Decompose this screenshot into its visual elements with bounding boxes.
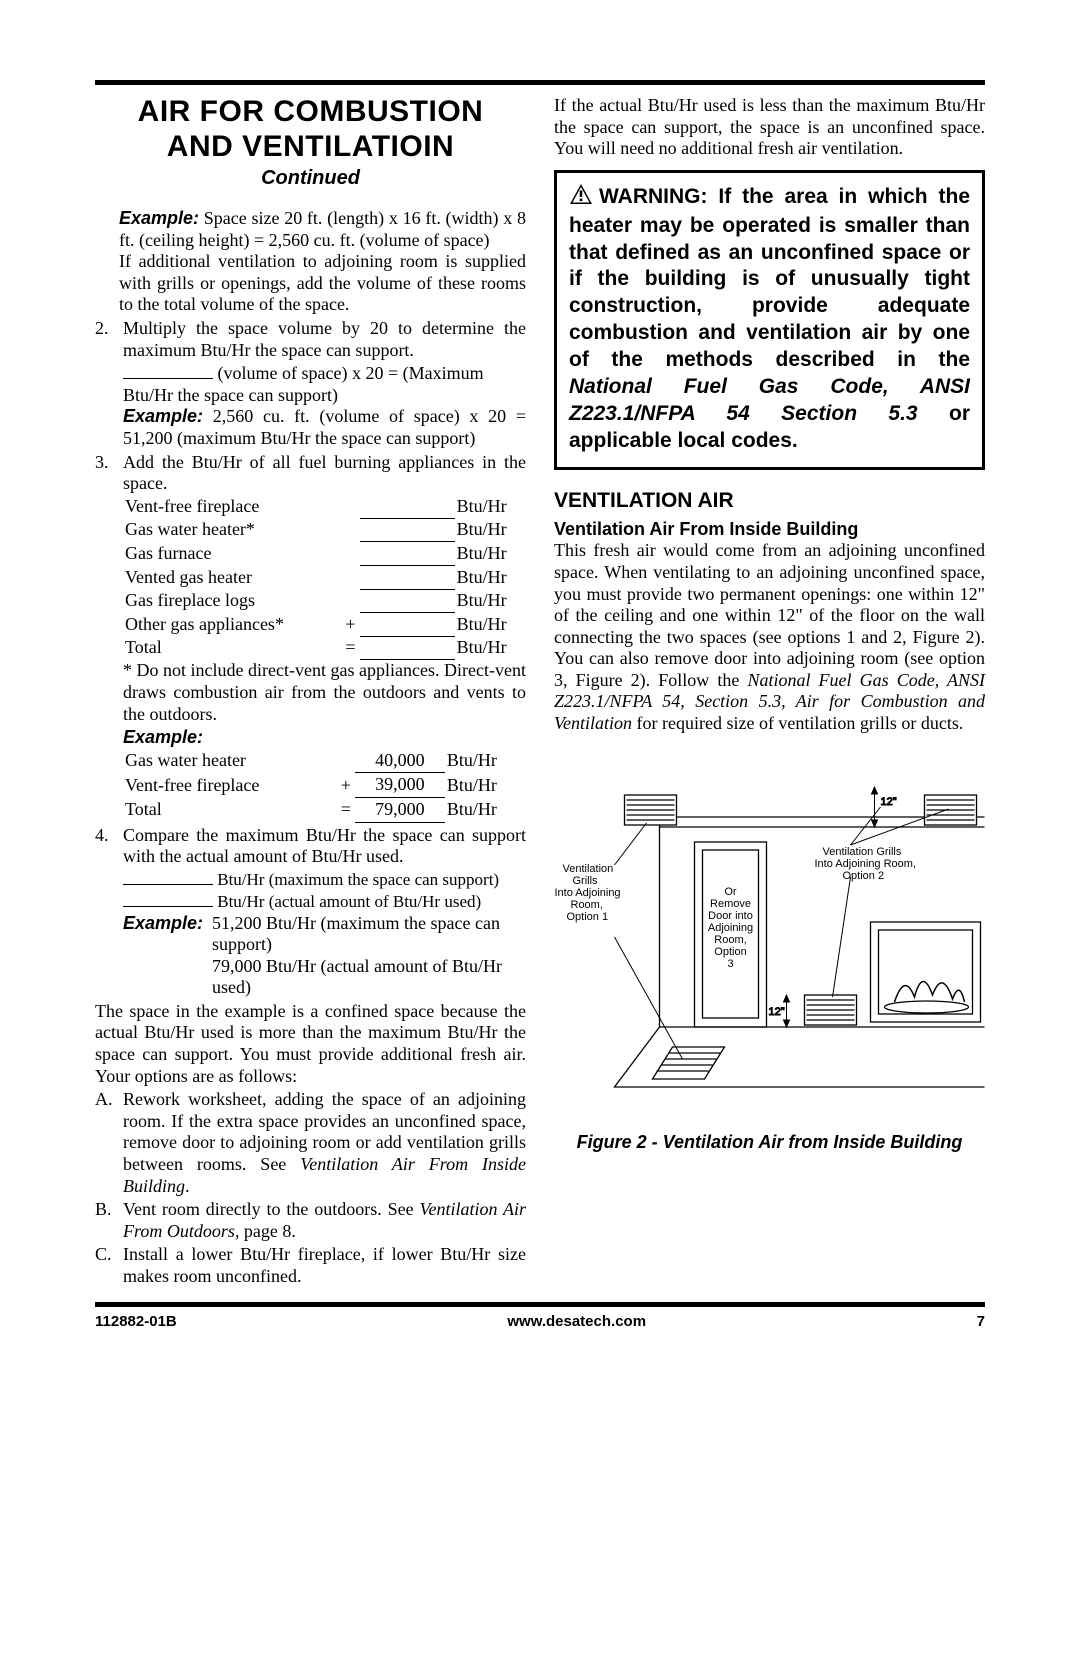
- step-3-text: Add the Btu/Hr of all fuel burning appli…: [123, 452, 526, 495]
- page-number: 7: [977, 1313, 985, 1331]
- appliance-blank[interactable]: [360, 518, 455, 542]
- example-space-block: Example: Space size 20 ft. (length) x 16…: [95, 208, 526, 316]
- appliance-blank[interactable]: [360, 542, 455, 566]
- option-a-letter: A.: [95, 1089, 123, 1197]
- two-column-layout: AIR FOR COMBUSTION AND VENTILATIOIN Cont…: [95, 95, 985, 1288]
- diagram-mid-label: OrRemoveDoor intoAdjoiningRoom,Option3: [708, 886, 753, 970]
- step-4-text: Compare the maximum Btu/Hr the space can…: [123, 825, 526, 868]
- left-column: AIR FOR COMBUSTION AND VENTILATIOIN Cont…: [95, 95, 526, 1288]
- top-rule: [95, 80, 985, 85]
- warning-icon: [569, 183, 593, 213]
- ventilation-body-end: for required size of ventilation grills …: [632, 713, 963, 733]
- footer-url: www.desatech.com: [507, 1313, 646, 1331]
- appliance-table: Vent-free fireplaceBtu/Hr Gas water heat…: [123, 495, 526, 661]
- step-4-number: 4.: [95, 825, 123, 999]
- volume-blank[interactable]: [123, 361, 213, 379]
- step-4-example-1: 51,200 Btu/Hr (maximum the space can sup…: [212, 913, 526, 956]
- unconfined-intro: If the actual Btu/Hr used is less than t…: [554, 95, 985, 160]
- table-row: Total=Btu/Hr: [123, 636, 526, 660]
- grill-option2-upper: [925, 795, 977, 825]
- table-row: Gas water heater40,000Btu/Hr: [123, 749, 526, 773]
- example-label-4: Example:: [123, 913, 203, 933]
- step-2-text: Multiply the space volume by 20 to deter…: [123, 318, 526, 361]
- table-row: Vented gas heaterBtu/Hr: [123, 566, 526, 590]
- title-line-2: AND VENTILATIOIN: [167, 130, 454, 163]
- step-2: 2. Multiply the space volume by 20 to de…: [95, 318, 526, 450]
- appliance-blank[interactable]: [360, 495, 455, 519]
- continued-label: Continued: [95, 166, 526, 190]
- step-3-number: 3.: [95, 452, 123, 823]
- table-row: Gas water heater*Btu/Hr: [123, 518, 526, 542]
- max-blank[interactable]: [123, 868, 213, 885]
- option-b: B. Vent room directly to the outdoors. S…: [95, 1199, 526, 1242]
- example-label: Example:: [119, 208, 199, 228]
- example-label-3: Example:: [123, 727, 526, 749]
- step-4-line-2: Btu/Hr (actual amount of Btu/Hr used): [217, 892, 481, 911]
- dim-lower: 12": [769, 1006, 785, 1018]
- figure-caption: Figure 2 - Ventilation Air from Inside B…: [554, 1132, 985, 1154]
- direct-vent-note: * Do not include direct-vent gas applian…: [123, 660, 526, 725]
- grill-option1-upper: [625, 795, 677, 825]
- appliance-blank[interactable]: [360, 636, 455, 660]
- ventilation-air-heading: VENTILATION AIR: [554, 488, 985, 513]
- option-b-page: page 8.: [239, 1221, 295, 1241]
- warning-text: WARNING: If the area in which the heater…: [569, 185, 970, 371]
- appliance-blank[interactable]: [360, 589, 455, 613]
- table-row: Gas fireplace logsBtu/Hr: [123, 589, 526, 613]
- table-row: Other gas appliances*+Btu/Hr: [123, 613, 526, 637]
- ventilation-subheading: Ventilation Air From Inside Building: [554, 519, 985, 541]
- table-row: Vent-free fireplaceBtu/Hr: [123, 495, 526, 519]
- table-row: Total=79,000Btu/Hr: [123, 797, 526, 822]
- step-2-number: 2.: [95, 318, 123, 450]
- ventilation-diagram: 12" 12" VentilationGrillsInto AdjoiningR…: [554, 747, 985, 1117]
- title-line-1: AIR FOR COMBUSTION: [138, 95, 484, 128]
- option-a: A. Rework worksheet, adding the space of…: [95, 1089, 526, 1197]
- option-c: C. Install a lower Btu/Hr fireplace, if …: [95, 1244, 526, 1287]
- right-column: If the actual Btu/Hr used is less than t…: [554, 95, 985, 1288]
- example-label-2: Example:: [123, 406, 203, 426]
- grill-option1-lower: [653, 1047, 725, 1079]
- doc-number: 112882-01B: [95, 1313, 177, 1331]
- confined-space-note: The space in the example is a confined s…: [95, 1001, 526, 1087]
- ventilation-body: This fresh air would come from an adjoin…: [554, 540, 985, 690]
- table-row: Vent-free fireplace+39,000Btu/Hr: [123, 773, 526, 798]
- page-title: AIR FOR COMBUSTION AND VENTILATIOIN: [95, 95, 526, 164]
- dim-upper: 12": [881, 796, 897, 808]
- step-4-line-1: Btu/Hr (maximum the space can support): [217, 870, 499, 889]
- table-row: Gas furnaceBtu/Hr: [123, 542, 526, 566]
- diagram-right-label: Ventilation GrillsInto Adjoining Room,Op…: [815, 846, 917, 882]
- warning-code-ref: National Fuel Gas Code, ANSI Z223.1/NFPA…: [569, 375, 970, 425]
- diagram-left-label: VentilationGrillsInto AdjoiningRoom,Opti…: [555, 863, 621, 923]
- option-c-text: Install a lower Btu/Hr fireplace, if low…: [123, 1244, 526, 1287]
- option-b-text: Vent room directly to the outdoors. See: [123, 1199, 419, 1219]
- option-c-letter: C.: [95, 1244, 123, 1287]
- appliance-blank[interactable]: [360, 566, 455, 590]
- step-3: 3. Add the Btu/Hr of all fuel burning ap…: [95, 452, 526, 823]
- option-b-letter: B.: [95, 1199, 123, 1242]
- actual-blank[interactable]: [123, 890, 213, 907]
- page-footer: 112882-01B www.desatech.com 7: [95, 1307, 985, 1331]
- appliance-blank[interactable]: [360, 613, 455, 637]
- step-4: 4. Compare the maximum Btu/Hr the space …: [95, 825, 526, 999]
- example-table: Gas water heater40,000Btu/Hr Vent-free f…: [123, 749, 526, 823]
- warning-box: WARNING: If the area in which the heater…: [554, 170, 985, 470]
- adjoining-room-note: If additional ventilation to adjoining r…: [119, 251, 526, 316]
- step-4-example-2: 79,000 Btu/Hr (actual amount of Btu/Hr u…: [212, 956, 526, 999]
- grill-option2-lower: [805, 995, 857, 1025]
